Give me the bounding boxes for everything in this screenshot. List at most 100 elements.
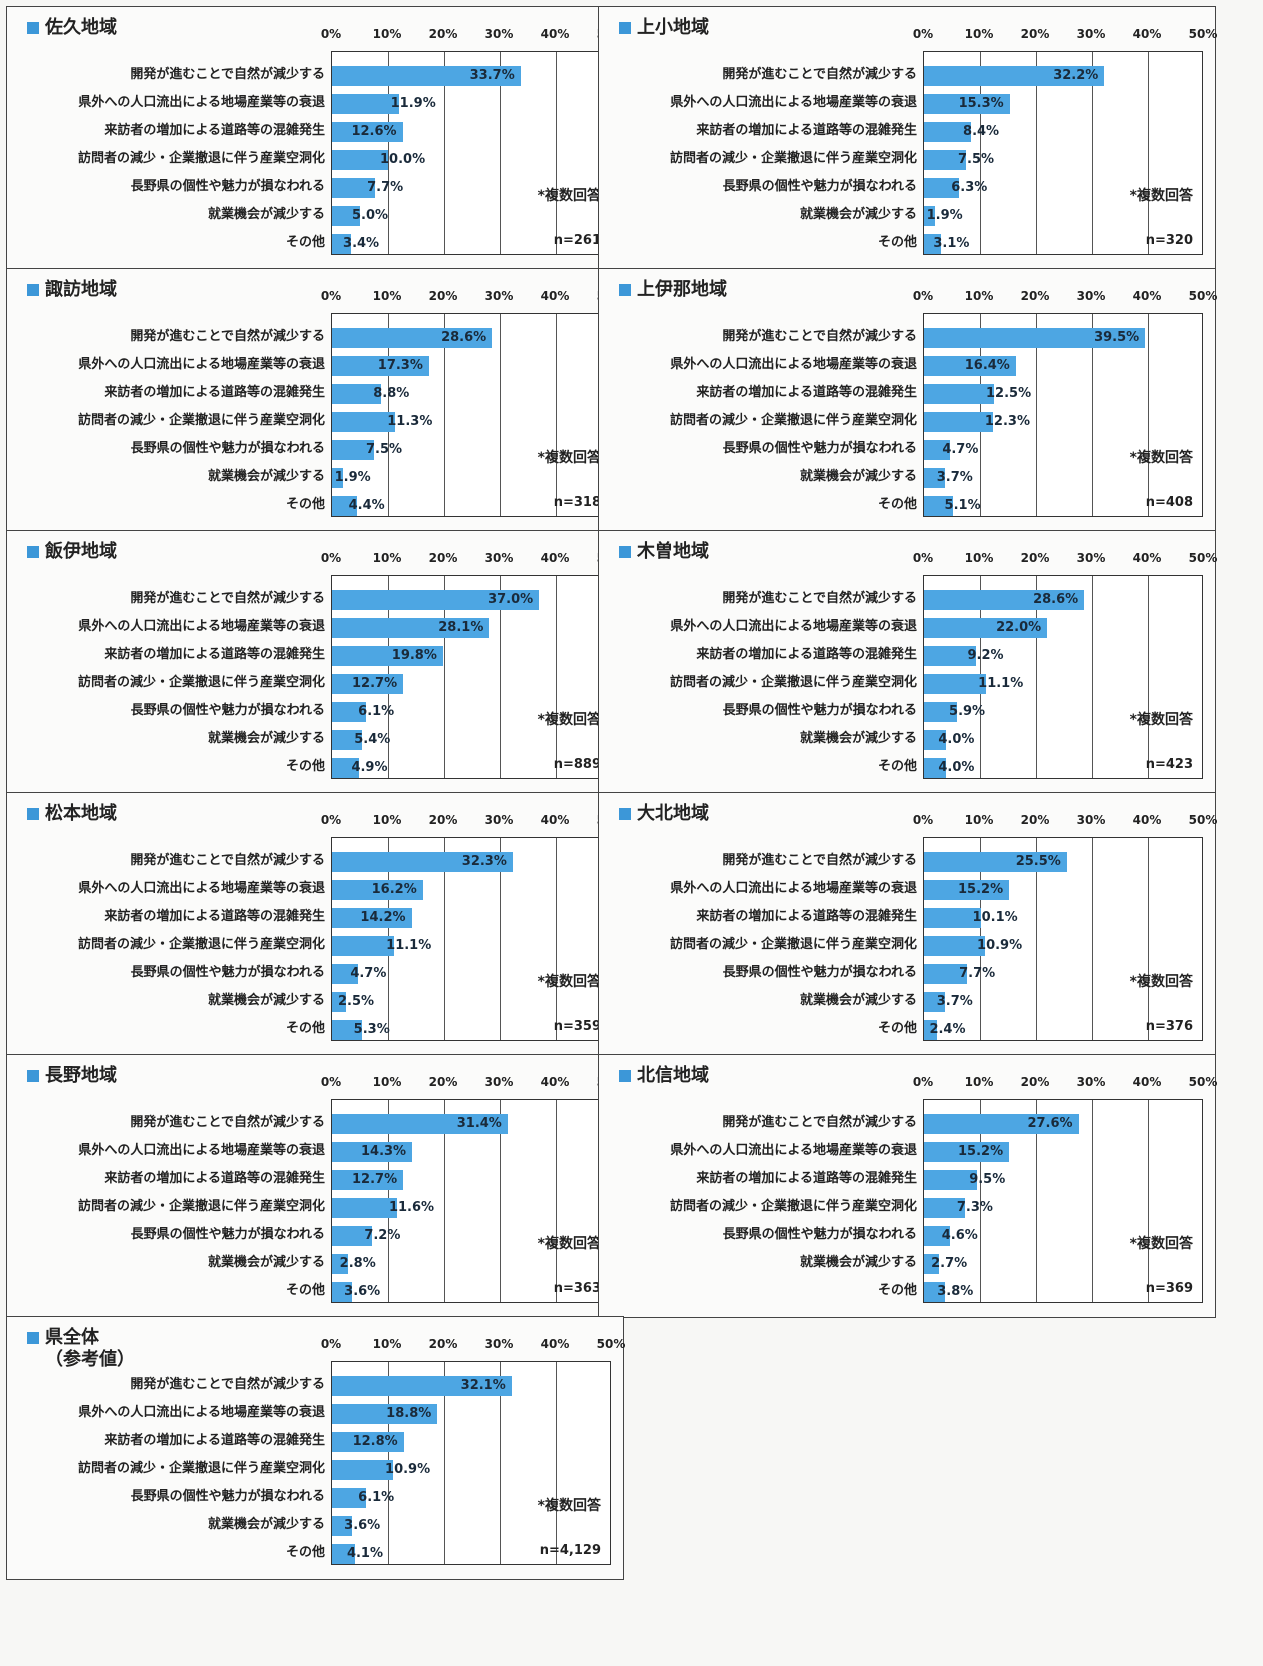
x-tick-label: 30% bbox=[484, 551, 514, 565]
category-label: 県外への人口流出による地場産業等の衰退 bbox=[78, 357, 325, 372]
data-label: 4.0% bbox=[938, 732, 975, 747]
category-label: 長野県の個性や魅力が損なわれる bbox=[130, 179, 325, 194]
bar bbox=[924, 356, 1016, 376]
x-tick-label: 50% bbox=[1188, 1075, 1218, 1089]
chart-title: 佐久地域 bbox=[27, 17, 117, 39]
bar bbox=[332, 1404, 438, 1424]
data-label: 3.4% bbox=[343, 236, 380, 251]
plot-area: 32.2% 15.3% 8.4% 7.5% 6.3% 1.9% 3.1% bbox=[923, 51, 1203, 255]
bar bbox=[924, 178, 960, 198]
bar bbox=[332, 1226, 373, 1246]
category-label: 来訪者の増加による道路等の混雑発生 bbox=[696, 123, 917, 138]
category-label: 来訪者の増加による道路等の混雑発生 bbox=[104, 909, 325, 924]
bar bbox=[332, 908, 412, 928]
data-label: 4.0% bbox=[938, 760, 975, 775]
x-tick-label: 0% bbox=[320, 289, 342, 303]
category-label: 就業機会が減少する bbox=[799, 469, 917, 484]
x-tick-label: 40% bbox=[1132, 27, 1162, 41]
x-tick-label: 50% bbox=[1188, 551, 1218, 565]
bar bbox=[924, 992, 945, 1012]
gridline bbox=[556, 838, 557, 1040]
gridline bbox=[1036, 314, 1037, 516]
x-tick-label: 40% bbox=[1132, 551, 1162, 565]
category-label: 訪問者の減少・企業撤退に伴う産業空洞化 bbox=[669, 1199, 917, 1214]
x-tick-label: 20% bbox=[1020, 289, 1050, 303]
category-label: 長野県の個性や魅力が損なわれる bbox=[722, 1227, 917, 1242]
gridline bbox=[1148, 1100, 1149, 1302]
x-tick-label: 10% bbox=[372, 289, 402, 303]
category-label: 就業機会が減少する bbox=[799, 731, 917, 746]
chart-title: 飯伊地域 bbox=[27, 541, 117, 563]
x-tick-label: 20% bbox=[428, 1337, 458, 1351]
plot-area: 28.6% 22.0% 9.2% 11.1% 5.9% 4.0% 4.0% bbox=[923, 575, 1203, 779]
x-tick-label: 40% bbox=[540, 27, 570, 41]
data-label: 15.2% bbox=[958, 882, 1004, 897]
category-label: 訪問者の減少・企業撤退に伴う産業空洞化 bbox=[77, 937, 325, 952]
data-label: 4.4% bbox=[348, 498, 385, 513]
sample-size: n=359 bbox=[553, 1019, 601, 1034]
data-label: 37.0% bbox=[488, 592, 534, 607]
data-label: 27.6% bbox=[1027, 1116, 1073, 1131]
category-label: 長野県の個性や魅力が損なわれる bbox=[130, 1227, 325, 1242]
x-tick-label: 30% bbox=[1076, 1075, 1106, 1089]
category-label: 開発が進むことで自然が減少する bbox=[130, 853, 325, 868]
plot-area: 28.6% 17.3% 8.8% 11.3% 7.5% 1.9% 4.4% bbox=[331, 313, 611, 517]
data-label: 28.6% bbox=[441, 330, 487, 345]
data-label: 10.9% bbox=[977, 938, 1023, 953]
x-tick-label: 20% bbox=[1020, 551, 1050, 565]
gridline bbox=[444, 1362, 445, 1564]
data-label: 5.0% bbox=[352, 208, 389, 223]
category-label: 来訪者の増加による道路等の混雑発生 bbox=[104, 1433, 325, 1448]
x-tick-label: 0% bbox=[320, 551, 342, 565]
plot-area: 31.4% 14.3% 12.7% 11.6% 7.2% 2.8% 3.6% bbox=[331, 1099, 611, 1303]
bar bbox=[332, 1516, 353, 1536]
x-tick-label: 0% bbox=[320, 27, 342, 41]
bar bbox=[332, 674, 404, 694]
category-label: 県外への人口流出による地場産業等の衰退 bbox=[78, 881, 325, 896]
data-label: 7.7% bbox=[367, 180, 404, 195]
data-label: 19.8% bbox=[391, 648, 437, 663]
bar bbox=[332, 730, 363, 750]
x-tick-label: 50% bbox=[1188, 27, 1218, 41]
chart-panel: 上小地域 0% 10% 20% 30% 40% 50% 開発が進むことで自然が減少する 県外への… bbox=[598, 6, 1218, 270]
plot-area: 39.5% 16.4% 12.5% 12.3% 4.7% 3.7% 5.1% bbox=[923, 313, 1203, 517]
bar bbox=[924, 880, 1010, 900]
x-tick-label: 40% bbox=[1132, 289, 1162, 303]
category-label: 来訪者の増加による道路等の混雑発生 bbox=[104, 1171, 325, 1186]
data-label: 5.4% bbox=[354, 732, 391, 747]
data-label: 39.5% bbox=[1094, 330, 1140, 345]
bar bbox=[924, 66, 1105, 86]
gridline bbox=[500, 838, 501, 1040]
data-label: 28.6% bbox=[1033, 592, 1079, 607]
x-tick-label: 30% bbox=[1076, 551, 1106, 565]
multiple-answer-note: *複数回答 bbox=[537, 450, 601, 466]
chart-title-text: 県全体 （参考値） bbox=[45, 1327, 135, 1370]
sample-size: n=408 bbox=[1145, 495, 1193, 510]
chart-title-text: 長野地域 bbox=[45, 1065, 117, 1086]
category-label: その他 bbox=[877, 1021, 917, 1036]
bar bbox=[332, 178, 376, 198]
data-label: 7.2% bbox=[364, 1228, 401, 1243]
bar bbox=[332, 1170, 404, 1190]
x-tick-label: 30% bbox=[484, 1075, 514, 1089]
bar bbox=[332, 1020, 362, 1040]
x-tick-label: 20% bbox=[428, 1075, 458, 1089]
category-label: 来訪者の増加による道路等の混雑発生 bbox=[696, 647, 917, 662]
bar bbox=[332, 206, 360, 226]
bar bbox=[332, 1142, 413, 1162]
plot-area: 37.0% 28.1% 19.8% 12.7% 6.1% 5.4% 4.9% bbox=[331, 575, 611, 779]
x-tick-label: 30% bbox=[1076, 813, 1106, 827]
data-label: 5.9% bbox=[949, 704, 986, 719]
gridline bbox=[500, 576, 501, 778]
bar bbox=[332, 992, 346, 1012]
category-label: 来訪者の増加による道路等の混雑発生 bbox=[104, 647, 325, 662]
sample-size: n=261 bbox=[553, 233, 601, 248]
data-label: 25.5% bbox=[1015, 854, 1061, 869]
x-tick-label: 10% bbox=[964, 1075, 994, 1089]
plot-area: 33.7% 11.9% 12.6% 10.0% 7.7% 5.0% 3.4% bbox=[331, 51, 611, 255]
gridline bbox=[1148, 838, 1149, 1040]
category-label: 訪問者の減少・企業撤退に伴う産業空洞化 bbox=[77, 1461, 325, 1476]
bar bbox=[924, 440, 951, 460]
data-label: 6.1% bbox=[358, 1490, 395, 1505]
gridline bbox=[1092, 52, 1093, 254]
